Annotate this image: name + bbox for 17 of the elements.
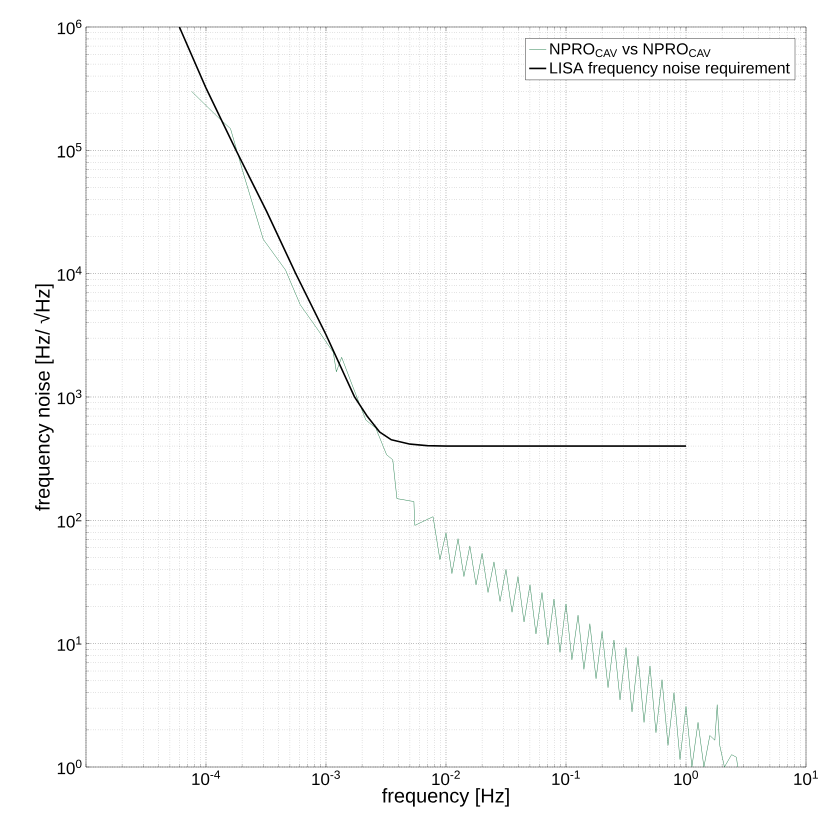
y-tick-label: 10$^{1}$ [58, 636, 82, 651]
x-tick-label: 10$^{1}$ [794, 770, 818, 786]
x-tick-label: 10$^{-3}$ [312, 770, 340, 786]
x-tick-label: 10$^{0}$ [674, 770, 698, 786]
x-tick-label: 10$^{-4}$ [192, 770, 220, 786]
y-tick-label: 10$^{0}$ [58, 760, 82, 774]
y-tick-label: 10$^{2}$ [58, 512, 82, 528]
legend-label: NPRO$_{CAV}$ vs NPRO$_{CAV}$ [550, 43, 711, 58]
y-axis-title: frequency noise [Hz/ √Hz] [34, 284, 54, 511]
x-axis-title: frequency [Hz] [382, 788, 509, 807]
y-tick-label: 10$^{3}$ [58, 390, 82, 404]
y-tick-label: 10$^{5}$ [58, 143, 82, 158]
x-tick-label: 10$^{-1}$ [552, 770, 580, 786]
y-tick-label: 10$^{6}$ [58, 20, 82, 34]
legend-label: LISA frequency noise requirement [550, 62, 790, 77]
x-tick-label: 10$^{-2}$ [432, 770, 460, 786]
y-tick-label: 10$^{4}$ [58, 266, 82, 281]
